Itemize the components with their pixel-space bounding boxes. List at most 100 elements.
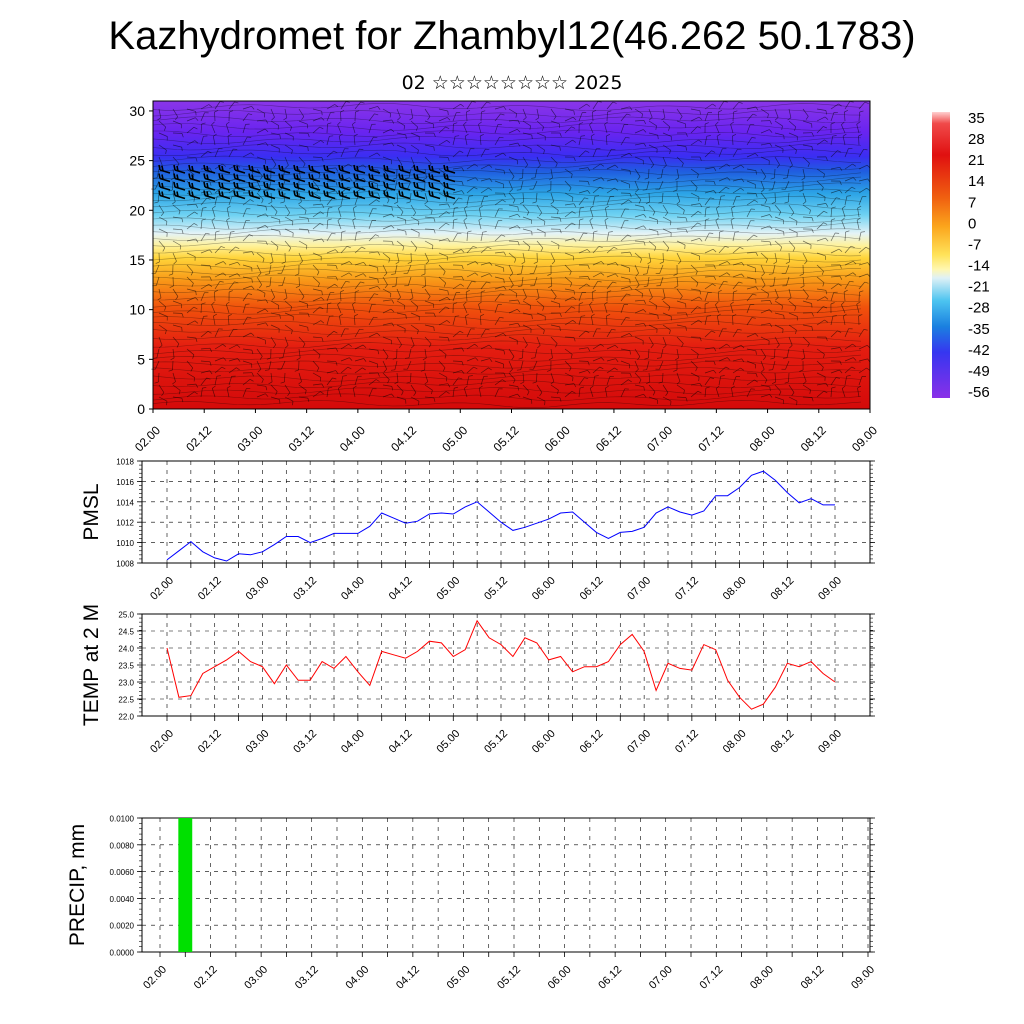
- series-line: [166, 470, 835, 562]
- plot-frame: [141, 460, 871, 564]
- y-tick-label: 23.0: [118, 679, 134, 688]
- x-tick-label: 03.00: [242, 964, 270, 992]
- series-line: [166, 619, 836, 710]
- x-tick-label: 09.00: [816, 728, 844, 756]
- x-tick-label: 02.00: [148, 575, 176, 603]
- y-tick-label: 24.0: [118, 645, 134, 654]
- y-tick-label: 0.0000: [110, 949, 135, 958]
- x-tick-label: 08.00: [721, 575, 749, 603]
- x-tick-label: 07.12: [695, 423, 726, 454]
- x-tick-label: 03.12: [293, 964, 321, 992]
- x-tick-label: 07.00: [647, 964, 675, 992]
- temp-panel: 22.0 22.5 23.0 23.5 24.0 24.5 25.0 TEMP at 2 M 0…: [80, 604, 875, 756]
- y-tick-label: 22.5: [118, 696, 134, 705]
- colorbar-label: -21: [968, 279, 990, 296]
- x-tick-label: 08.12: [768, 728, 796, 756]
- y-tick-label: 20: [129, 202, 145, 218]
- y-tick-label: 0.0100: [110, 815, 135, 824]
- y-tick-label: 1014: [116, 498, 134, 507]
- x-tick-label: 06.00: [530, 728, 558, 756]
- y-tick-label: 15: [129, 252, 145, 268]
- x-tick-label: 04.00: [337, 423, 368, 454]
- colorbar-label: -28: [968, 300, 990, 317]
- x-tick-label: 06.00: [542, 423, 573, 454]
- colorbar-label: 14: [968, 173, 985, 190]
- colorbar-label: -35: [968, 321, 990, 338]
- y-tick-label: 1008: [116, 560, 134, 569]
- y-tick-label: 10: [129, 302, 145, 318]
- x-tick-label: 06.12: [593, 423, 624, 454]
- colorbar-label: 21: [968, 152, 985, 169]
- chart-title: Kazhydromet for Zhambyl12(46.262 50.1783…: [108, 14, 916, 58]
- precip-bar: [178, 818, 193, 952]
- x-tick-label: 09.00: [816, 575, 844, 603]
- x-tick-label: 05.12: [482, 575, 510, 603]
- x-tick-label: 05.12: [482, 728, 510, 756]
- y-tick-label: 25: [129, 153, 145, 169]
- precip-panel: 0.0000 0.0020 0.0040 0.0060 0.0080 0.0100 PREC…: [66, 815, 877, 992]
- y-tick-label: 0.0020: [110, 922, 135, 931]
- x-tick-label: 08.00: [747, 423, 778, 454]
- colorbar-label: -14: [968, 258, 990, 275]
- cross-section-panel: 0 5 10 15 20 25 30 02.00 02.12 03.00 03.12 04.00 04.…: [129, 100, 880, 454]
- y-tick-label: 23.5: [118, 662, 134, 671]
- colorbar-fill: [932, 112, 950, 398]
- x-tick-label: 03.12: [291, 575, 319, 603]
- x-tick-label: 05.00: [434, 575, 462, 603]
- x-tick-label: 02.00: [141, 964, 169, 992]
- x-tick-label: 03.00: [244, 575, 272, 603]
- y-tick-label: 0.0080: [110, 841, 135, 850]
- colorbar-label: -7: [968, 236, 981, 253]
- x-tick-label: 04.12: [394, 964, 422, 992]
- x-tick-label: 08.12: [798, 423, 829, 454]
- chart-subtitle: 02 ☆☆☆☆☆☆☆☆ 2025: [401, 72, 623, 94]
- x-tick-label: 05.00: [434, 728, 462, 756]
- colorbar-label: -49: [968, 363, 990, 380]
- x-tick-label: 06.00: [530, 575, 558, 603]
- x-tick-label: 08.00: [748, 964, 776, 992]
- x-tick-label: 04.12: [387, 575, 415, 603]
- x-tick-label: 04.12: [387, 728, 415, 756]
- x-tick-label: 04.00: [339, 728, 367, 756]
- y-tick-label: 24.5: [118, 628, 134, 637]
- colorbar: 35 28 21 14 7 0 -7 -14 -21 -28 -35 -42 -49 -56: [932, 110, 990, 401]
- y-tick-label: 1012: [116, 519, 134, 528]
- y-tick-label: 30: [129, 103, 145, 119]
- x-tick-label: 05.12: [495, 964, 523, 992]
- x-tick-label: 02.12: [183, 423, 214, 454]
- x-tick-label: 08.12: [799, 964, 827, 992]
- colorbar-label: -56: [968, 384, 990, 401]
- x-tick-label: 05.00: [439, 423, 470, 454]
- x-tick-label: 02.12: [192, 964, 220, 992]
- x-tick-label: 07.00: [644, 423, 675, 454]
- x-tick-label: 07.12: [673, 728, 701, 756]
- x-tick-label: 05.12: [490, 423, 521, 454]
- wind-barbs: [151, 101, 871, 406]
- x-tick-label: 04.12: [388, 423, 419, 454]
- x-tick-label: 04.00: [339, 575, 367, 603]
- x-tick-label: 06.12: [578, 575, 606, 603]
- colorbar-label: 0: [968, 215, 976, 232]
- y-tick-label: 1010: [116, 539, 134, 548]
- x-tick-label: 02.00: [132, 423, 163, 454]
- y-tick-label: 1018: [116, 458, 134, 467]
- x-tick-label: 03.00: [234, 423, 265, 454]
- x-tick-label: 09.00: [849, 423, 880, 454]
- x-tick-label: 08.00: [721, 728, 749, 756]
- x-tick-label: 06.12: [578, 728, 606, 756]
- x-tick-label: 03.00: [244, 728, 272, 756]
- plot-frame: [141, 817, 871, 953]
- x-tick-label: 09.00: [849, 964, 877, 992]
- x-tick-label: 03.12: [286, 423, 317, 454]
- x-tick-label: 07.00: [625, 728, 653, 756]
- colorbar-label: 35: [968, 110, 985, 127]
- x-tick-label: 03.12: [291, 728, 319, 756]
- y-axis-label: PMSL: [80, 483, 103, 540]
- x-tick-label: 07.00: [625, 575, 653, 603]
- x-tick-label: 06.12: [596, 964, 624, 992]
- y-tick-label: 5: [137, 351, 145, 367]
- x-tick-label: 07.12: [697, 964, 725, 992]
- strong-wind-barbs: [158, 164, 456, 200]
- pmsl-panel: 1008 1010 1012 1014 1016 1018 PMSL 02.00 02.12 03…: [80, 458, 875, 603]
